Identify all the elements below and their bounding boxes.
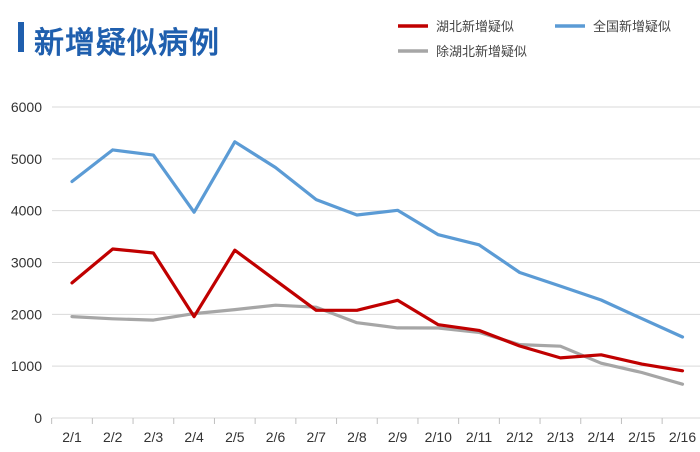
x-tick-label: 2/1 — [62, 429, 82, 445]
legend-label: 全国新增疑似 — [593, 19, 671, 35]
x-tick-label: 2/13 — [547, 429, 574, 445]
gridlines — [52, 106, 700, 419]
x-tick-label: 2/9 — [388, 429, 408, 445]
y-tick-label: 1000 — [11, 358, 42, 374]
title-accent-bar — [18, 22, 24, 52]
x-tick-label: 2/4 — [184, 429, 204, 445]
y-tick-label: 5000 — [11, 151, 42, 167]
series-line — [70, 303, 685, 386]
x-tick-label: 2/7 — [306, 429, 326, 445]
x-tick-label: 2/6 — [266, 429, 286, 445]
series-line — [70, 140, 685, 339]
x-tick-label: 2/2 — [103, 429, 123, 445]
x-tick-label: 2/16 — [669, 429, 696, 445]
x-tick-label: 2/14 — [587, 429, 614, 445]
legend-label: 除湖北新增疑似 — [436, 44, 527, 60]
y-tick-label: 0 — [34, 410, 42, 426]
x-tick-label: 2/12 — [506, 429, 533, 445]
y-tick-label: 4000 — [11, 203, 42, 219]
x-tick-label: 2/11 — [466, 429, 492, 445]
x-tick-label: 2/15 — [628, 429, 655, 445]
chart-title: 新增疑似病例 — [34, 26, 220, 61]
x-tick-label: 2/3 — [144, 429, 164, 445]
series-lines — [70, 140, 685, 386]
x-tick-label: 2/5 — [225, 429, 245, 445]
x-axis-ticks: 2/1 2/2 2/3 2/4 2/5 2/6 2/7 2/8 2/9 2/10 2/11 2/12 2… — [51, 418, 696, 445]
x-tick-label: 2/8 — [347, 429, 367, 445]
y-tick-label: 6000 — [11, 99, 42, 115]
y-axis-ticks: 0 1000 2000 3000 4000 5000 6000 — [11, 99, 42, 426]
x-tick-label: 2/10 — [425, 429, 452, 445]
legend-label: 湖北新增疑似 — [436, 19, 514, 35]
series-line — [70, 247, 685, 373]
y-tick-label: 3000 — [11, 255, 42, 271]
y-tick-label: 2000 — [11, 306, 42, 322]
